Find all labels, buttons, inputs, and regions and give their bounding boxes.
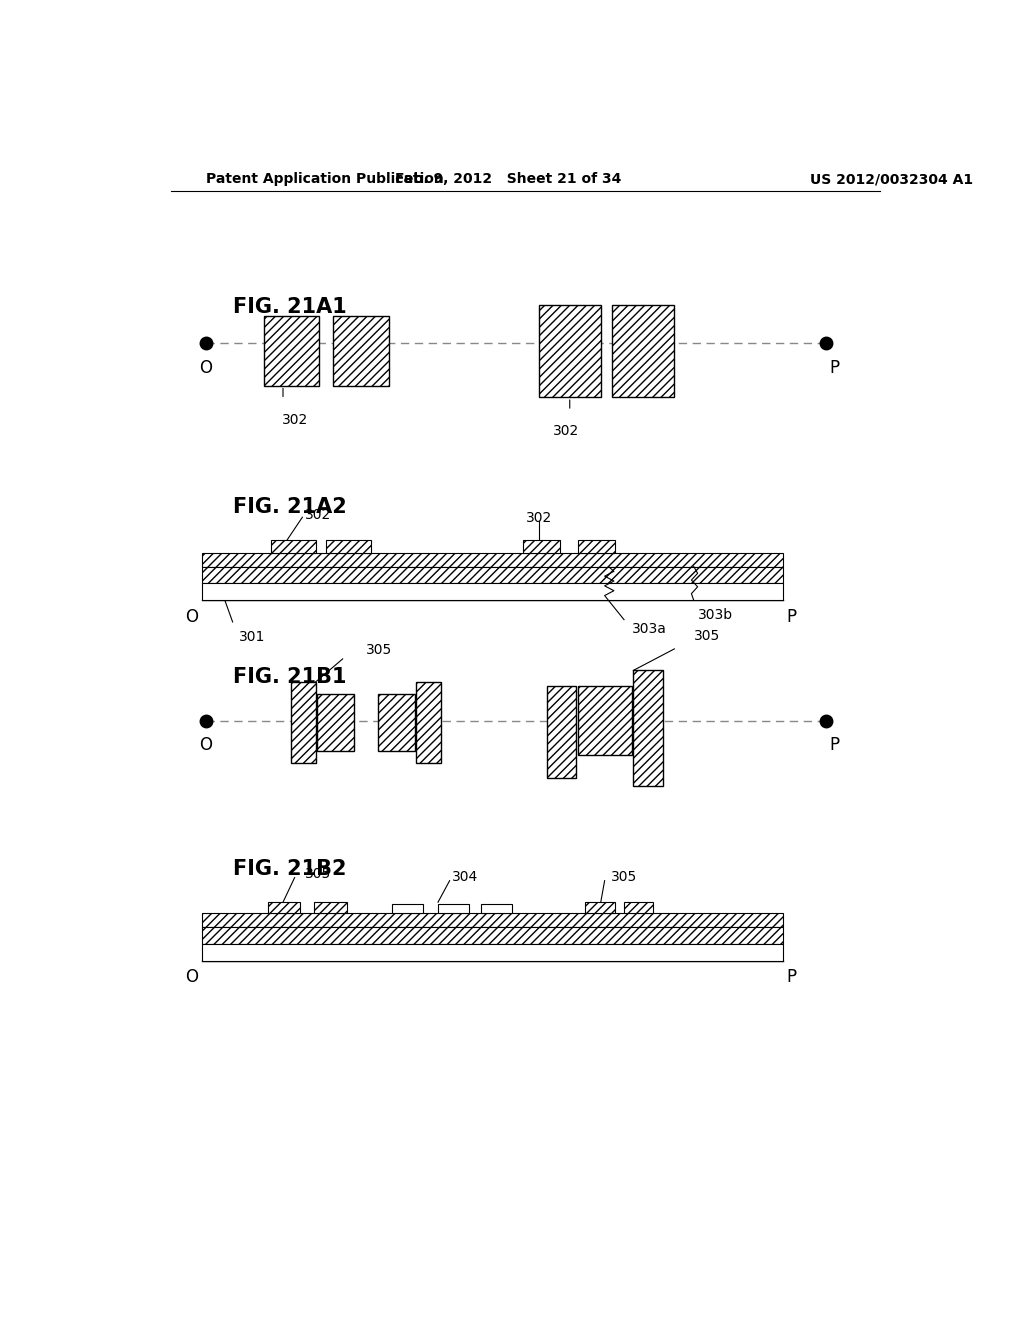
Bar (624, 903, 653, 913)
Text: 303b: 303b (697, 609, 733, 622)
Bar (378, 693, 415, 751)
Bar (317, 693, 354, 751)
Text: P: P (786, 969, 797, 986)
Bar (539, 305, 601, 397)
Bar (202, 913, 783, 927)
Text: P: P (829, 737, 840, 754)
Text: 302: 302 (282, 412, 308, 426)
Text: P: P (829, 359, 840, 376)
Bar (314, 903, 346, 913)
Bar (202, 583, 783, 601)
Text: O: O (184, 609, 198, 626)
Bar (633, 671, 663, 785)
Text: 305: 305 (611, 870, 637, 884)
Bar (586, 903, 614, 913)
Bar (523, 540, 560, 553)
Bar (202, 944, 783, 961)
Text: 302: 302 (305, 508, 331, 521)
Bar (438, 904, 469, 913)
Text: O: O (199, 359, 212, 376)
Bar (578, 686, 632, 755)
Bar (202, 927, 783, 944)
Bar (271, 540, 316, 553)
Bar (547, 686, 575, 779)
Text: 303a: 303a (632, 622, 667, 636)
Text: 302: 302 (525, 511, 552, 525)
Text: FIG. 21A2: FIG. 21A2 (232, 498, 346, 517)
Bar (267, 903, 300, 913)
Text: 305: 305 (305, 867, 331, 880)
Text: 301: 301 (239, 630, 265, 644)
Text: 302: 302 (553, 424, 579, 438)
Bar (202, 553, 783, 566)
Text: 304: 304 (452, 870, 478, 884)
Text: FIG. 21B2: FIG. 21B2 (232, 859, 346, 879)
Text: Patent Application Publication: Patent Application Publication (206, 172, 443, 186)
Bar (291, 682, 315, 763)
Bar (202, 566, 783, 583)
Text: 305: 305 (693, 630, 720, 644)
Text: P: P (786, 609, 797, 626)
Bar (334, 317, 389, 385)
Text: Feb. 9, 2012   Sheet 21 of 34: Feb. 9, 2012 Sheet 21 of 34 (394, 172, 621, 186)
Text: US 2012/0032304 A1: US 2012/0032304 A1 (810, 172, 973, 186)
Text: 305: 305 (366, 643, 392, 656)
Bar (326, 540, 371, 553)
Bar (417, 682, 441, 763)
Bar (263, 317, 319, 385)
Bar (480, 904, 512, 913)
Text: FIG. 21B1: FIG. 21B1 (232, 667, 346, 686)
Text: O: O (184, 969, 198, 986)
Bar (612, 305, 675, 397)
Bar (578, 540, 614, 553)
Text: FIG. 21A1: FIG. 21A1 (232, 297, 346, 317)
Text: O: O (199, 737, 212, 754)
Bar (391, 904, 423, 913)
